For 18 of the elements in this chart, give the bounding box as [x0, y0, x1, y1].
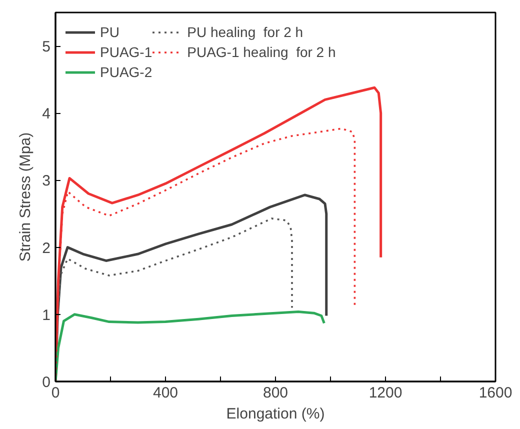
legend-label: PUAG-2 — [100, 64, 152, 80]
legend-label: PU — [100, 24, 120, 40]
x-axis-title: Elongation (%) — [226, 406, 325, 422]
y-tick-label: 4 — [42, 106, 50, 123]
y-tick-label: 3 — [42, 172, 50, 190]
y-axis-title: Strain Stress (Mpa) — [17, 132, 34, 262]
x-tick-label: 400 — [152, 384, 178, 402]
legend-label: PUAG-1 healing for 2 h — [187, 44, 336, 60]
legend-label: PUAG-1 — [100, 44, 152, 60]
x-tick-label: 1200 — [368, 384, 402, 402]
line-series — [56, 310, 326, 382]
x-tick-label: 1600 — [478, 384, 512, 402]
y-tick-label: 5 — [42, 38, 50, 56]
y-tick-label: 1 — [42, 306, 50, 324]
legend-label: PU healing for 2 h — [187, 24, 304, 40]
y-tick-label: 0 — [42, 374, 50, 391]
x-tick-label: 800 — [262, 384, 288, 402]
y-tick-label: 2 — [42, 240, 50, 257]
